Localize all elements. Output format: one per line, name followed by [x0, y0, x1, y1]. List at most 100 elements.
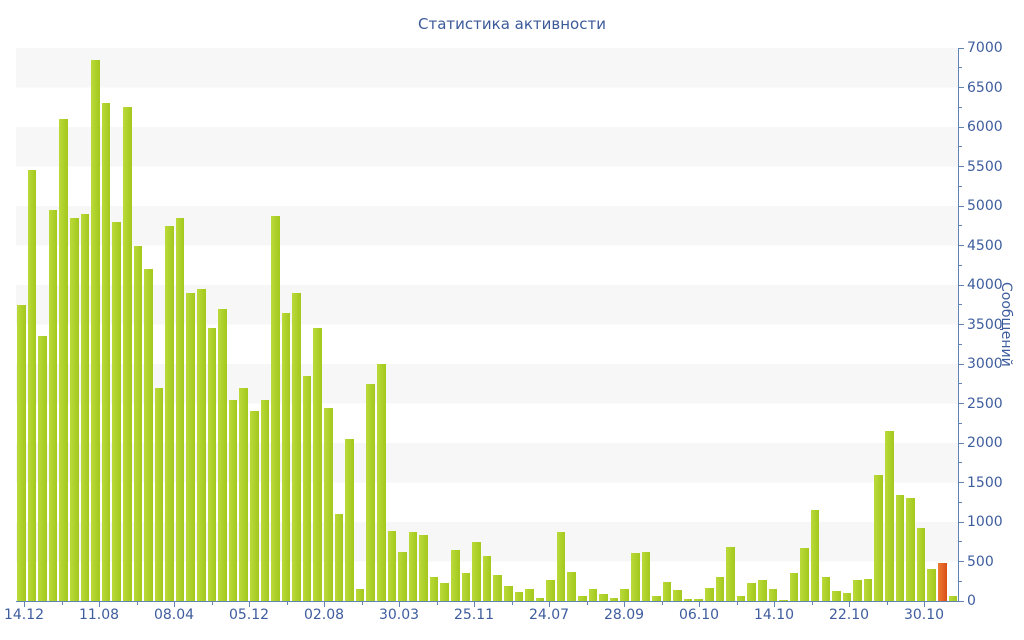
bar — [556, 531, 566, 601]
y-axis-tick — [959, 284, 964, 286]
y-axis-tick — [959, 403, 964, 404]
bar — [641, 552, 651, 601]
bar — [567, 571, 577, 601]
bar — [133, 245, 143, 601]
bar — [48, 209, 58, 601]
bar — [525, 589, 534, 601]
bar — [853, 580, 862, 601]
y-axis-tick — [959, 47, 964, 49]
y-axis-tick-label: 3500 — [967, 316, 1003, 333]
y-axis-tick-label: 1000 — [967, 514, 1003, 530]
x-axis-minor-tick — [586, 602, 588, 605]
bar-highlighted — [937, 563, 947, 601]
x-axis-tick-label: 14.12 — [3, 607, 45, 623]
bar — [249, 411, 259, 601]
y-axis-tick-label: 6000 — [967, 119, 1003, 135]
bar — [228, 399, 238, 601]
bar — [324, 407, 333, 601]
x-axis-tick-label: 02.08 — [303, 607, 345, 623]
bar — [715, 577, 725, 601]
y-axis-tick — [959, 304, 962, 306]
bar — [122, 107, 132, 601]
y-axis-tick — [959, 521, 964, 523]
bar — [91, 59, 100, 601]
bar — [874, 474, 883, 601]
bar — [461, 572, 471, 601]
y-axis-tick-label: 5500 — [967, 158, 1003, 175]
y-axis-tick-label: 2000 — [967, 435, 1003, 451]
x-axis-tick-label: 22.10 — [828, 607, 870, 623]
bar — [514, 591, 524, 601]
bar — [758, 579, 767, 601]
x-axis-minor-tick — [886, 602, 888, 605]
plot-area — [16, 48, 959, 602]
bar — [472, 541, 481, 601]
bar — [683, 598, 693, 601]
y-axis-tick — [959, 106, 962, 108]
bar — [80, 213, 90, 601]
bar — [736, 595, 746, 601]
y-axis-tick — [959, 462, 962, 464]
bar — [207, 328, 217, 601]
x-axis-tick — [249, 602, 250, 607]
y-axis-tick — [959, 245, 964, 246]
bar — [673, 589, 682, 601]
bar — [895, 495, 905, 601]
bar — [38, 336, 47, 601]
bar — [218, 308, 227, 601]
y-axis-tick — [959, 126, 964, 128]
x-axis-tick-label: 30.10 — [903, 607, 945, 623]
y-axis-tick — [959, 600, 964, 602]
y-axis-tick-label: 7000 — [967, 40, 1003, 56]
x-axis-tick — [24, 602, 25, 607]
y-axis-tick-label: 3000 — [967, 356, 1003, 372]
x-axis-tick-label: 14.10 — [753, 607, 795, 623]
bar — [27, 170, 37, 601]
x-axis-tick-label: 08.04 — [153, 607, 195, 623]
bar — [260, 399, 270, 601]
bar — [292, 292, 301, 601]
bar — [376, 364, 386, 601]
x-axis-tick — [774, 602, 775, 607]
x-axis-minor-tick — [61, 602, 63, 605]
y-axis-tick-label: 4000 — [967, 277, 1003, 293]
y-axis-tick — [959, 185, 962, 187]
bar — [271, 215, 280, 601]
x-axis-tick — [624, 602, 625, 607]
y-axis-tick-label: 4500 — [967, 237, 1003, 254]
bar — [588, 588, 598, 601]
bar — [451, 549, 460, 601]
bar — [630, 553, 640, 601]
y-axis-tick-label: 1500 — [967, 474, 1003, 491]
bar — [705, 588, 714, 601]
x-axis-tick — [324, 602, 325, 607]
bar — [239, 387, 248, 601]
y-axis-tick — [959, 363, 964, 365]
bar — [832, 590, 841, 601]
bar — [810, 510, 820, 601]
bar — [779, 599, 788, 601]
x-axis-tick — [474, 602, 475, 607]
y-axis-tick-label: 500 — [967, 553, 994, 570]
bar — [440, 583, 450, 601]
bar — [281, 312, 291, 601]
x-axis-minor-tick — [811, 602, 813, 605]
y-axis-tick — [959, 501, 962, 503]
y-axis-tick — [959, 205, 964, 207]
bar — [747, 583, 756, 601]
y-axis-tick — [959, 580, 962, 582]
bar — [334, 514, 344, 601]
y-axis-tick-label: 0 — [967, 593, 976, 609]
y-axis-tick — [959, 561, 964, 562]
bar — [842, 592, 852, 601]
x-axis-minor-tick — [736, 602, 738, 605]
y-axis-tick — [959, 264, 962, 266]
x-axis-tick-label: 11.08 — [78, 607, 120, 623]
bar — [165, 225, 174, 601]
bar — [313, 328, 323, 601]
bar — [154, 387, 164, 601]
bar — [345, 439, 354, 601]
y-axis-tick — [959, 422, 962, 424]
x-axis-tick — [174, 602, 175, 607]
